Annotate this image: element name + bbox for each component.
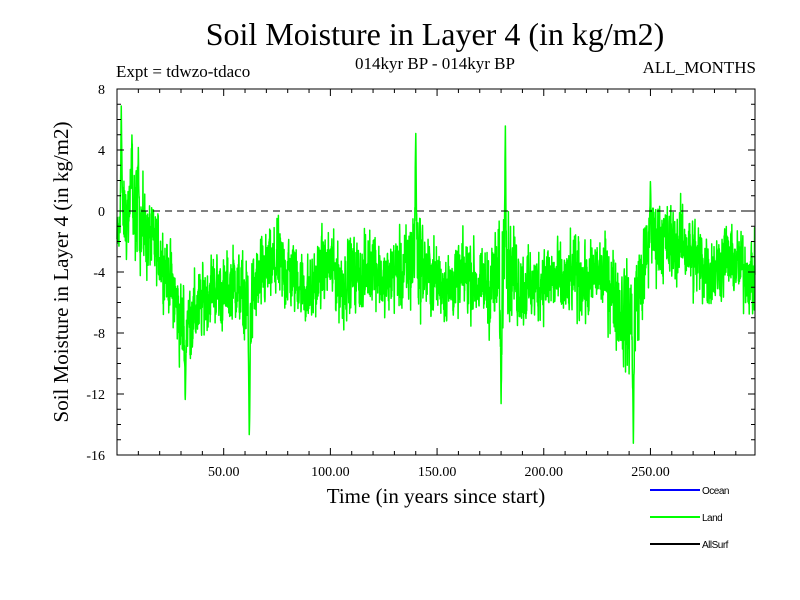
x-tick-label: 150.00 [418,465,457,480]
x-axis-title: Time (in years since start) [327,484,546,508]
legend-label-allsurf: AllSurf [702,540,729,551]
experiment-label: Expt = tdwzo-tdaco [116,62,251,81]
plot-series-layer [116,105,756,444]
period-label: 014kyr BP - 014kyr BP [355,54,515,73]
series-line-land [116,105,756,444]
y-tick-label: -16 [86,449,105,464]
y-axis-title: Soil Moisture in Layer 4 (in kg/m2) [49,122,73,423]
legend-label-ocean: Ocean [702,486,729,497]
y-tick-label: 0 [98,205,105,220]
x-tick-label: 100.00 [311,465,350,480]
legend: Ocean Land AllSurf [650,486,729,551]
y-tick-label: -4 [93,266,105,281]
y-tick-label: -8 [93,327,105,342]
legend-label-land: Land [702,513,722,524]
chart-title: Soil Moisture in Layer 4 (in kg/m2) [205,16,665,52]
x-tick-label: 250.00 [631,465,670,480]
months-label: ALL_MONTHS [642,58,756,77]
x-tick-label: 200.00 [525,465,564,480]
y-tick-label: -12 [86,388,105,403]
x-tick-label: 50.00 [208,465,240,480]
y-tick-label: 4 [98,144,105,159]
y-tick-label: 8 [98,83,105,98]
axis-ticks-layer: 50.00 100.00 150.00 200.00 250.00 -16 -12 -8 -4 0… [49,83,755,508]
